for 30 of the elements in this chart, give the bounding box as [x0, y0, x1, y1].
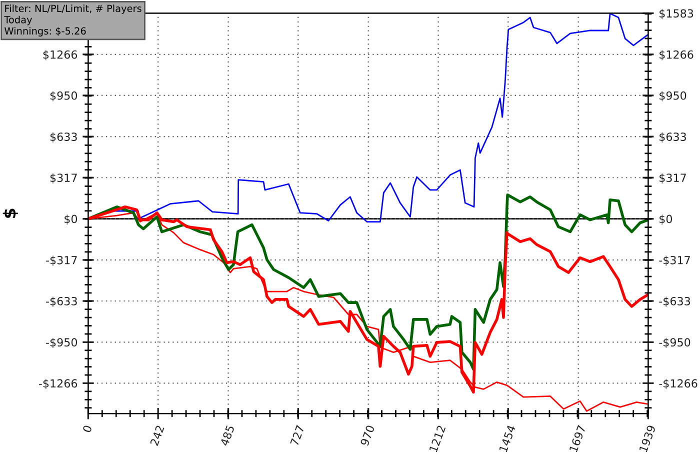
y2-tick-label: $0	[660, 214, 672, 225]
y2-tick-label: -$317	[659, 256, 690, 266]
x-tick-label: 727	[290, 424, 304, 446]
y2-tick-label: $1266	[660, 50, 694, 60]
x-tick-label: 0	[82, 424, 92, 433]
y-tick-label: $0	[64, 214, 78, 225]
x-tick-label: 1697	[569, 424, 586, 452]
y2-tick-label: $633	[660, 132, 686, 142]
y-tick-label: $317	[50, 173, 77, 184]
y2-tick-label: $1583	[660, 9, 694, 20]
y-tick-label: $633	[50, 132, 77, 142]
x-tick-label: 970	[360, 424, 375, 446]
y2-tick-label: $950	[660, 91, 686, 102]
x-tick-label: 242	[150, 425, 164, 446]
y-tick-label: $1266	[43, 50, 78, 60]
x-tick-label: 1454	[498, 424, 516, 452]
x-tick-label: 1939	[638, 424, 656, 452]
annotation: Filter: NL/PL/Limit, # Players Today Winnings: $-5.26	[4, 4, 142, 36]
y-axis-title: $	[2, 208, 18, 218]
y-tick-label: -$1266	[38, 378, 78, 390]
y2-tick-label: -$633	[659, 296, 690, 307]
y-tick-label: $950	[50, 91, 78, 102]
y-tick-label: -$633	[46, 296, 77, 307]
y2-tick-label: $317	[660, 173, 686, 184]
y2-tick-label: -$1266	[659, 378, 698, 390]
x-tick-label: 485	[220, 424, 235, 446]
y-tick-label: -$950	[46, 338, 78, 348]
y2-tick-label: -$950	[659, 338, 690, 348]
x-tick-label: 1212	[428, 425, 446, 452]
y-tick-label: -$317	[46, 256, 77, 266]
